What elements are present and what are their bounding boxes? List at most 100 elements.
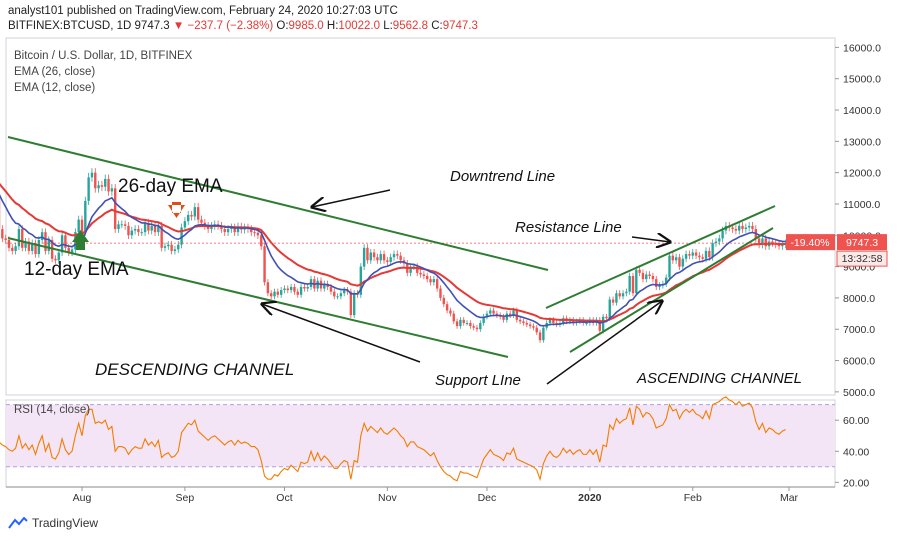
candle-body [329, 286, 333, 292]
descending-annotation: DESCENDING CHANNEL [95, 360, 294, 379]
candle-body [316, 280, 319, 289]
candle-body [266, 282, 270, 294]
time-tick-label: Sep [176, 492, 195, 504]
downtrend-arrow [312, 189, 391, 207]
candle-body [691, 252, 694, 256]
candle-body [442, 297, 445, 305]
candle-body [196, 207, 200, 220]
candle-body [469, 322, 472, 327]
candle-body [688, 254, 691, 256]
candle-body [389, 257, 392, 262]
candle-body [177, 244, 180, 250]
candle-body [439, 288, 442, 298]
candle-body [608, 299, 611, 319]
candle-body [399, 255, 402, 261]
candle-body [253, 232, 256, 234]
candle-body [336, 296, 339, 298]
support-annotation: Support LIne [435, 372, 521, 389]
countdown-badge [836, 250, 888, 267]
candle-body [21, 229, 24, 248]
symbol-label: BITFINEX:BTCUSD, 1D [8, 20, 132, 32]
price-change: −237.7 (−2.38%) [187, 20, 274, 32]
candle-body [34, 243, 37, 255]
rsi-tick-label: 20.00 [843, 477, 869, 489]
candle-body [744, 227, 748, 230]
current-price: 9747.3 [134, 20, 170, 32]
support-arrow-right [546, 301, 662, 385]
candle-body [535, 327, 538, 333]
candle-body [432, 279, 436, 283]
candle-body [601, 316, 605, 331]
candle-body [160, 225, 163, 248]
candle-body [459, 319, 462, 327]
candle-body [117, 224, 120, 230]
candle-body [409, 266, 412, 273]
candle-body [628, 276, 631, 292]
candle-body [522, 321, 525, 323]
candle-body [372, 252, 376, 258]
pct-change-badge [786, 234, 835, 251]
time-tick-label: Mar [780, 492, 799, 504]
candle-body [349, 291, 353, 316]
candle-body [452, 313, 455, 322]
candle-body [190, 214, 193, 217]
legend-rsi: RSI (14, close) [14, 404, 91, 416]
candle-body [771, 241, 774, 244]
candle-body [110, 188, 114, 192]
candle-body [764, 238, 767, 247]
candle-body [97, 185, 100, 189]
candle-body [641, 272, 645, 280]
candle-body [651, 276, 655, 280]
candle-body [200, 219, 203, 223]
candle-body [67, 247, 70, 253]
candle-body [27, 241, 31, 251]
candle-body [684, 254, 688, 259]
candle-body [362, 247, 366, 267]
candle-body [681, 258, 684, 267]
candle-body [664, 277, 668, 284]
candle-body [24, 241, 27, 248]
ohlc-line: BITFINEX:BTCUSD, 1D 9747.3 ▼ −237.7 (−2.… [8, 20, 478, 32]
candle-body [352, 293, 356, 316]
support-arrow-left [262, 304, 421, 363]
tradingview-footer[interactable]: TradingView [8, 516, 98, 530]
candle-body [492, 310, 495, 314]
candle-body [147, 222, 150, 231]
close-value: 9747.3 [442, 20, 478, 32]
candle-body [625, 291, 628, 294]
candle-body [263, 246, 266, 283]
candle-body [419, 272, 422, 275]
price-chart[interactable]: 16000.0 15000.0 14000.0 13000.0 12000.0 11000… [0, 0, 900, 510]
footer-brand: TradingView [32, 516, 99, 530]
candle-body [376, 257, 379, 261]
candle-body [187, 214, 190, 222]
candle-body [236, 226, 240, 233]
price-tick-label: 8000.0 [843, 293, 875, 305]
candle-body [223, 229, 226, 233]
candle-body [80, 219, 84, 233]
candle-body [167, 244, 170, 247]
time-tick-label: Feb [684, 492, 702, 504]
candle-body [303, 286, 306, 289]
high-label: H: [326, 20, 339, 32]
candle-body [269, 293, 273, 297]
candle-body [47, 239, 51, 251]
candle-body [226, 229, 230, 233]
candle-body [323, 283, 326, 289]
candle-body [505, 313, 509, 320]
candle-body [100, 185, 104, 187]
candle-body [150, 225, 153, 231]
resistance-line [545, 205, 776, 309]
candle-body [57, 252, 60, 261]
candle-body [333, 291, 336, 297]
candle-body [306, 286, 309, 289]
candle-body [572, 319, 575, 323]
candle-body [256, 232, 260, 236]
price-tick-label: 6000.0 [843, 356, 875, 368]
candle-body [638, 269, 641, 273]
candle-body [731, 227, 734, 230]
candle-body [618, 293, 621, 297]
candle-body [645, 274, 648, 280]
candle-body [206, 225, 210, 230]
candle-body [130, 230, 133, 236]
